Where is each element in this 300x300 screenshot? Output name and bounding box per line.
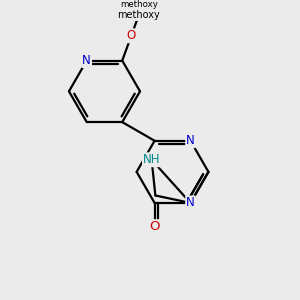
Text: N: N xyxy=(186,196,195,209)
Text: methoxy: methoxy xyxy=(117,10,160,20)
Text: methoxy: methoxy xyxy=(120,0,158,9)
Text: NH: NH xyxy=(143,153,160,166)
Text: O: O xyxy=(127,29,136,42)
Text: N: N xyxy=(82,54,91,67)
Text: N: N xyxy=(186,134,195,147)
Text: O: O xyxy=(149,220,160,233)
